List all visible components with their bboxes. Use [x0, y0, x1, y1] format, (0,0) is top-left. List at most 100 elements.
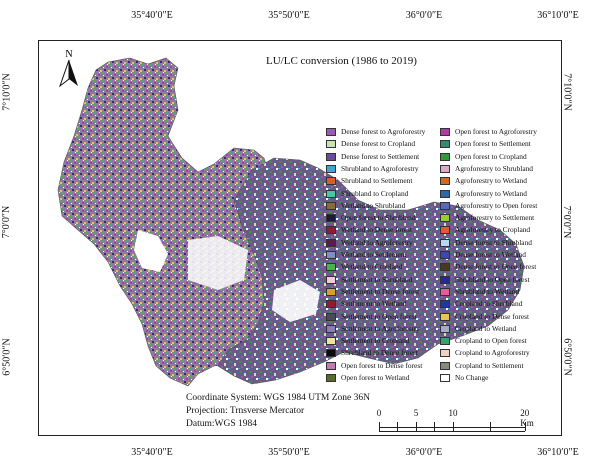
legend-swatch — [326, 361, 336, 370]
legend-label: Cropland to Dense forest — [455, 311, 530, 321]
legend-swatch — [440, 152, 450, 161]
coord-right-3: 6°50′0″N — [561, 338, 573, 376]
legend-swatch — [440, 201, 450, 210]
legend-swatch — [440, 140, 450, 149]
legend-swatch — [326, 140, 336, 149]
legend-label: Cropland to Wetland — [455, 323, 517, 333]
legend-label: Wetland to Shrubland — [341, 200, 406, 210]
scale-tick — [379, 422, 380, 431]
coord-left-3: 6°50′0″N — [1, 338, 13, 376]
scale-tick — [453, 422, 454, 431]
north-arrow-icon: N — [58, 49, 78, 88]
coord-bottom-1: 35°40′0″E — [131, 447, 173, 458]
legend-label: Open forest to Settlement — [455, 139, 531, 149]
legend-label: Agroforestry to Settlement — [455, 213, 535, 223]
scale-label-0: 0 — [376, 408, 382, 418]
scale-label-5: 5 — [413, 408, 419, 418]
legend-swatch — [440, 164, 450, 173]
map-metadata: Coordinate System: WGS 1984 UTM Zone 36N… — [186, 392, 370, 431]
legend-swatch — [326, 287, 336, 296]
legend-swatch — [326, 238, 336, 247]
legend-swatch — [326, 152, 336, 161]
legend-swatch — [440, 226, 450, 235]
legend-label: Agroforestry to Wetland — [455, 176, 527, 186]
legend-swatch — [440, 263, 450, 272]
legend-label: Dense forest to Agroforestry — [341, 127, 426, 136]
legend-swatch — [326, 177, 336, 186]
coordinate-system-text: Coordinate System: WGS 1984 UTM Zone 36N — [186, 393, 371, 403]
legend-label: Cropland to Shrubland — [455, 299, 523, 309]
legend-swatch — [326, 275, 336, 284]
legend-swatch — [326, 374, 336, 382]
legend-swatch — [326, 164, 336, 173]
coord-top-4: 36°10′0″E — [537, 10, 579, 21]
coord-top-1: 35°40′0″E — [131, 10, 173, 21]
legend-label: Wetland to Cropland — [341, 262, 403, 272]
coord-left-2: 7°0′0″N — [0, 205, 12, 239]
legend-swatch — [440, 251, 450, 259]
map-frame — [38, 40, 562, 436]
legend-label: Dense forest to Wetland — [455, 250, 526, 259]
legend-label: Settlement to Cropland — [341, 336, 410, 346]
coord-top-3: 36°0′0″E — [405, 10, 443, 21]
legend-label: Agroforestry to Wetland — [455, 188, 527, 198]
legend-label: Open forest to Agroforestry — [455, 127, 537, 136]
scale-label-10: 10 — [448, 408, 458, 418]
legend-swatch — [440, 312, 450, 321]
scale-line — [379, 427, 525, 432]
coord-right-1: 7°10′0″N — [561, 73, 573, 111]
coord-bottom-2: 35°50′0″E — [268, 447, 310, 458]
coord-top-2: 35°50′0″E — [268, 10, 310, 21]
legend-label: Dense forest to Cropland — [341, 139, 416, 149]
legend-label: Wetland to Settlement — [341, 250, 407, 259]
legend-swatch — [326, 214, 336, 223]
legend-swatch — [326, 337, 336, 346]
legend-swatch — [326, 128, 336, 136]
legend-label: Shrubland to Cropland — [341, 188, 409, 198]
scale-tick — [397, 422, 398, 431]
legend-label: Wetland to Dense forest — [341, 225, 413, 235]
north-label: N — [65, 49, 72, 60]
coord-left-1: 7°10′0″N — [1, 73, 13, 111]
legend-swatch — [440, 189, 450, 198]
legend-swatch — [440, 361, 450, 370]
legend-swatch — [326, 312, 336, 321]
legend-label: Open forest to Dense forest — [341, 360, 423, 370]
legend-label: Settlement to Wetland — [341, 299, 407, 309]
legend-label: Settlement to Shrubland — [341, 274, 413, 284]
coord-right-2: 7°0′0″N — [560, 205, 572, 239]
scale-tick — [434, 422, 435, 431]
legend-label: Cropland to Open forest — [455, 336, 527, 346]
legend-swatch — [440, 337, 450, 346]
coord-bottom-4: 36°10′0″E — [537, 447, 579, 458]
legend-swatch — [326, 189, 336, 198]
legend-label: Cropland to Agroforestry — [455, 348, 530, 358]
legend-label: Agroforestry to Cropland — [455, 225, 531, 235]
legend-label: Wetland to Agroforestry — [341, 237, 413, 247]
legend-swatch — [326, 349, 336, 358]
legend-swatch — [326, 201, 336, 210]
legend-swatch — [440, 214, 450, 223]
legend-swatch — [440, 287, 450, 296]
datum-text: Datum:WGS 1984 — [186, 419, 257, 429]
legend-label: Agroforestry to Shrubland — [455, 163, 533, 173]
legend-label: Shrubland to Agroforestry — [341, 163, 419, 173]
scale-tick — [416, 422, 417, 431]
legend-swatch — [440, 128, 450, 136]
legend-swatch — [440, 349, 450, 358]
legend-label: Settlement to Agroforestry — [341, 323, 420, 333]
legend-label: Dense forest to Shrubland — [455, 237, 532, 247]
legend-label: Shrubland to Dense forest — [341, 348, 418, 358]
legend-swatch — [326, 324, 336, 333]
scale-tick — [490, 422, 491, 431]
legend-label: Shrubland to Wetland — [455, 286, 520, 296]
scale-bar: 0 5 10 20 Km — [375, 408, 535, 434]
legend-swatch — [326, 263, 336, 272]
legend-swatch — [440, 300, 450, 309]
map-title: LU/LC conversion (1986 to 2019) — [266, 55, 417, 67]
legend-label: Open forest to Wetland — [341, 373, 410, 382]
scale-tick — [525, 422, 526, 431]
legend-swatch — [326, 300, 336, 309]
legend-label: Dense forest to Open forest — [455, 262, 537, 272]
